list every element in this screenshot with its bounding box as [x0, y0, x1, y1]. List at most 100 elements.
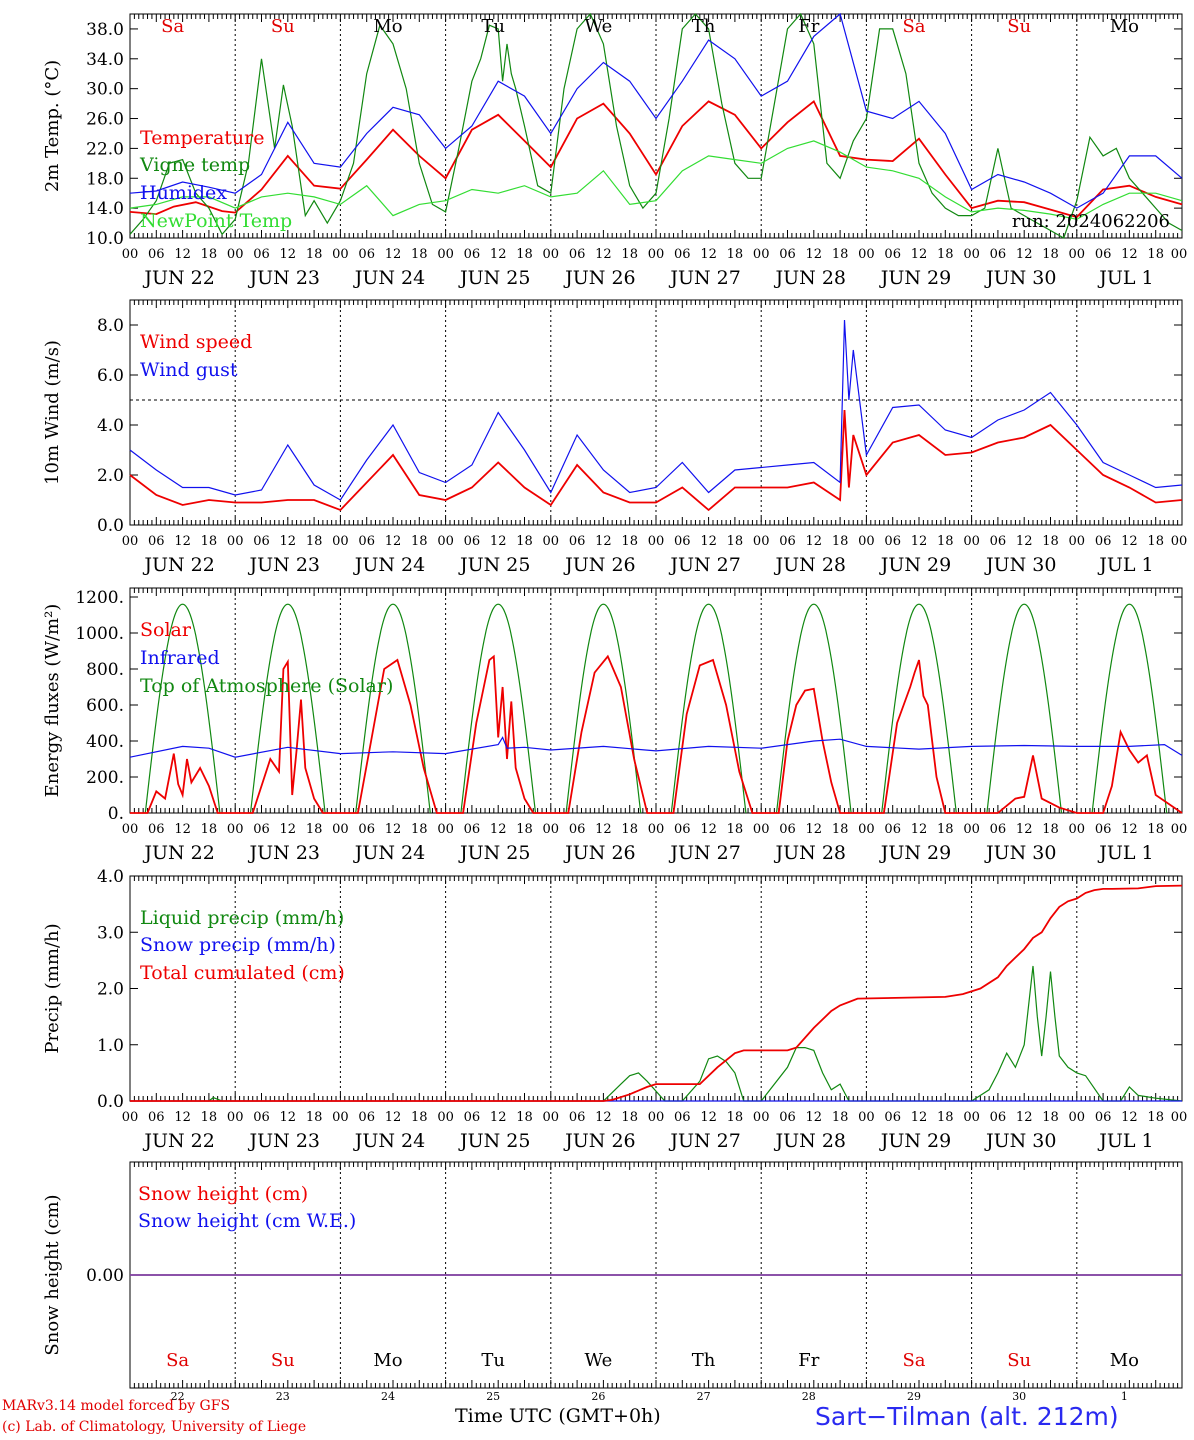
hour-tick-label: 06 [884, 1110, 901, 1125]
hour-tick-label: 06 [464, 247, 481, 262]
y-tick-label: 1000. [75, 624, 124, 644]
hour-tick-label: 18 [621, 247, 638, 262]
weekday-label: Tu [481, 1350, 505, 1371]
date-label: JUN 23 [248, 842, 320, 864]
date-label: JUN 25 [458, 554, 530, 576]
hour-tick-label: 18 [621, 822, 638, 837]
hour-tick-marks [129, 876, 1183, 1101]
hour-tick-label: 00 [1069, 822, 1086, 837]
hour-tick-label: 18 [306, 1110, 323, 1125]
hour-tick-label: 12 [1016, 534, 1033, 549]
hour-tick-label: 06 [779, 247, 796, 262]
hour-tick-label: 12 [911, 534, 928, 549]
y-tick-label: 600. [86, 696, 124, 716]
hour-tick-marks [129, 588, 1183, 813]
hour-tick-label: 00 [858, 247, 875, 262]
hour-tick-label: 12 [1121, 247, 1138, 262]
hour-tick-label: 00 [858, 534, 875, 549]
hour-tick-label: 12 [1016, 1110, 1033, 1125]
y-axis-label: 2m Temp. (°C) [42, 60, 63, 192]
legend-entry: Infrared [140, 647, 220, 669]
y-tick-label: 6.0 [97, 366, 124, 386]
hour-tick-label: 18 [1042, 247, 1059, 262]
hour-tick-label: 18 [1147, 822, 1164, 837]
legend-entry: Snow height (cm) [138, 1183, 308, 1205]
hour-tick-label: 12 [700, 1110, 717, 1125]
legend-entry: Temperature [140, 127, 264, 149]
hour-tick-label: 00 [227, 822, 244, 837]
hour-tick-label: 00 [1069, 534, 1086, 549]
date-label: JUN 28 [774, 554, 846, 576]
panel-1: 10.0 14.0 18.0 22.0 26.0 30.0 34.0 38.0 2m Temp.… [42, 12, 1188, 289]
date-label: JUN 24 [353, 1130, 425, 1152]
footer-time-label: Time UTC (GMT+0h) [455, 1405, 661, 1427]
hour-tick-label: 06 [674, 247, 691, 262]
weekday-label: Tu [481, 16, 505, 37]
hour-tick-label: 18 [1042, 534, 1059, 549]
hour-tick-label: 06 [148, 1110, 165, 1125]
weekday-label: Sa [902, 16, 925, 37]
hour-tick-label: 12 [174, 247, 191, 262]
weekday-label: Su [271, 1350, 295, 1371]
panel-3: 0. 200. 400. 600. 800. 1000. 1200. Energy fluxe… [42, 587, 1187, 864]
hour-tick-label: 00 [963, 534, 980, 549]
hour-tick-label: 06 [148, 822, 165, 837]
hour-tick-label: 00 [543, 247, 560, 262]
series-line-wind-speed [129, 409, 1183, 512]
hour-tick-label: 06 [674, 1110, 691, 1125]
y-axis-label: 10m Wind (m/s) [42, 340, 63, 485]
weekday-label: Mo [1110, 1350, 1139, 1371]
hour-tick-label: 06 [779, 1110, 796, 1125]
hour-tick-label: 18 [306, 822, 323, 837]
hour-tick-label: 18 [621, 1110, 638, 1125]
date-label: JUN 28 [774, 842, 846, 864]
hour-tick-label: 18 [516, 1110, 533, 1125]
hour-tick-label: 18 [516, 247, 533, 262]
y-tick-label: 30.0 [86, 80, 124, 100]
hour-tick-label: 06 [464, 822, 481, 837]
date-label: JUN 29 [879, 267, 951, 289]
panel-2: 0.0 2.0 4.0 6.0 8.0 10m Wind (m/s) Wind speed W… [42, 299, 1187, 576]
hour-tick-label: 00 [753, 247, 770, 262]
weekday-label: Su [1007, 1350, 1031, 1371]
hour-tick-label: 00 [227, 534, 244, 549]
hour-tick-label: 12 [490, 247, 507, 262]
legend-entry: Solar [140, 619, 192, 641]
day-number-label: 26 [591, 1390, 605, 1403]
hour-tick-label: 18 [306, 534, 323, 549]
y-tick-label: 2.0 [97, 980, 124, 1000]
date-label: JUN 23 [248, 1130, 320, 1152]
hour-tick-label: 00 [1171, 247, 1188, 262]
hour-tick-label: 06 [884, 822, 901, 837]
hour-tick-label: 18 [937, 1110, 954, 1125]
hour-tick-label: 12 [1016, 822, 1033, 837]
date-label: JUN 24 [353, 554, 425, 576]
hour-tick-label: 00 [122, 534, 139, 549]
hour-tick-label: 12 [280, 247, 297, 262]
hour-tick-label: 12 [911, 822, 928, 837]
date-label: JUN 30 [984, 842, 1056, 864]
y-tick-label: 18.0 [86, 169, 124, 189]
series-line-newpoint-temp [129, 140, 1183, 220]
hour-tick-label: 06 [1095, 1110, 1112, 1125]
series-line-solar [130, 654, 1183, 814]
hour-tick-label: 18 [832, 822, 849, 837]
run-label: run: 2024062206 [1012, 211, 1170, 232]
date-label: JUN 22 [142, 1130, 214, 1152]
hour-tick-label: 00 [122, 1110, 139, 1125]
date-label: JUN 24 [353, 842, 425, 864]
hour-tick-label: 00 [1069, 1110, 1086, 1125]
weekday-label: Th [692, 1350, 716, 1371]
hour-tick-label: 18 [411, 534, 428, 549]
hour-tick-label: 12 [806, 247, 823, 262]
date-label: JUN 26 [563, 1130, 635, 1152]
hour-tick-label: 12 [700, 247, 717, 262]
date-label: JUN 25 [458, 842, 530, 864]
hour-tick-label: 12 [700, 534, 717, 549]
y-tick-label: 1200. [75, 588, 124, 608]
y-tick-label: 0.00 [86, 1266, 124, 1286]
hour-tick-label: 18 [516, 534, 533, 549]
hour-tick-label: 06 [569, 247, 586, 262]
date-label: JUL 1 [1097, 1130, 1153, 1152]
date-label: JUN 27 [668, 267, 740, 289]
